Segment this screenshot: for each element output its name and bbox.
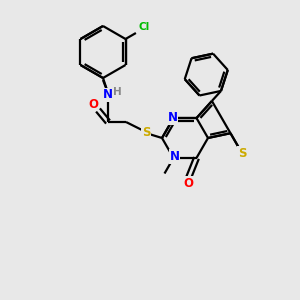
Text: S: S (238, 147, 246, 160)
Text: N: N (169, 150, 179, 164)
Text: O: O (184, 177, 194, 190)
Text: S: S (142, 125, 150, 139)
Text: H: H (112, 87, 122, 97)
Text: O: O (88, 98, 98, 110)
Text: N: N (167, 111, 178, 124)
Text: N: N (103, 88, 113, 101)
Text: Cl: Cl (138, 22, 149, 32)
